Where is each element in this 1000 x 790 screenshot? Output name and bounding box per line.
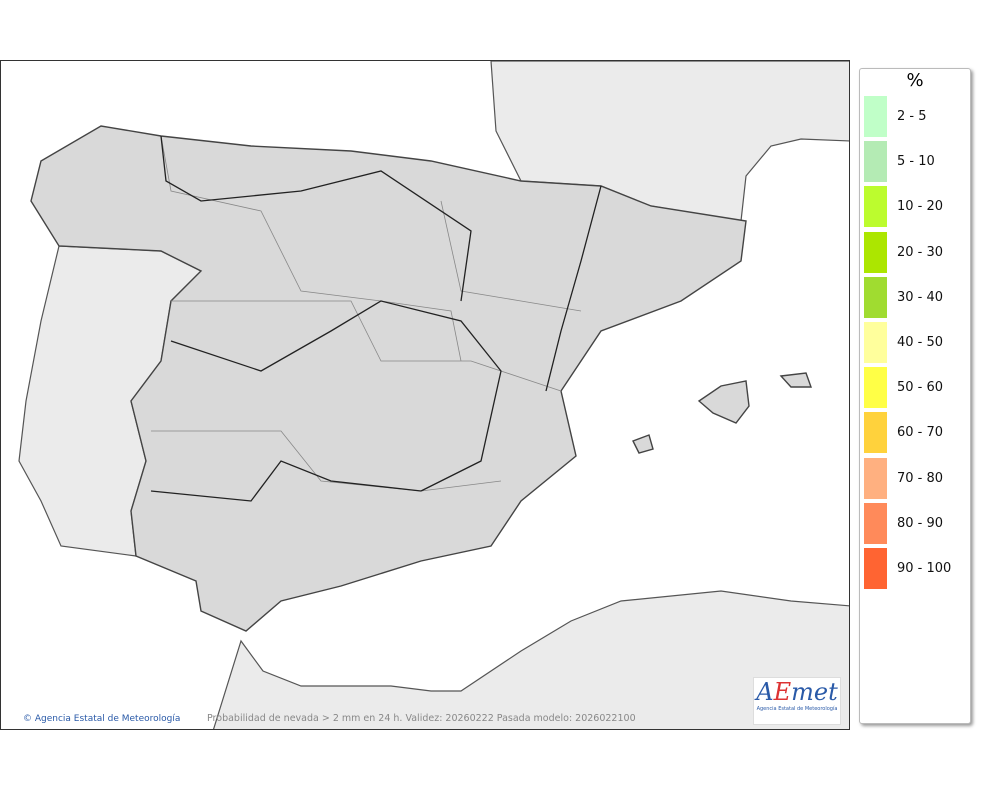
legend-label: 20 - 30 <box>897 244 944 260</box>
legend-item: 70 - 80 <box>860 456 970 501</box>
legend-label: 30 - 40 <box>897 289 944 305</box>
legend-item: 2 - 5 <box>860 94 970 139</box>
copyright-credit: © Agencia Estatal de Meteorología <box>23 714 181 724</box>
aemet-logo: AEmet Agencia Estatal de Meteorología <box>753 677 841 725</box>
legend-swatch <box>864 367 887 409</box>
legend-item: 5 - 10 <box>860 139 970 184</box>
legend-swatch <box>864 186 887 228</box>
legend-swatch <box>864 502 887 544</box>
france-landmass <box>490 61 849 222</box>
legend-item: 80 - 90 <box>860 501 970 546</box>
province-borders <box>151 135 582 492</box>
map-caption: Probabilidad de nevada > 2 mm en 24 h. V… <box>207 713 636 724</box>
map-panel: © Agencia Estatal de Meteorología Probab… <box>0 60 850 730</box>
ibiza-island <box>632 434 654 454</box>
legend-label: 50 - 60 <box>897 380 944 396</box>
legend-swatch <box>864 231 887 273</box>
legend-swatch <box>864 141 887 183</box>
spain-landmass <box>30 125 747 632</box>
legend-panel: % 2 - 5 5 - 10 10 - 20 20 - 30 30 - 40 40 - 5… <box>859 68 971 724</box>
legend-label: 80 - 90 <box>897 515 944 531</box>
legend-label: 5 - 10 <box>897 154 935 170</box>
legend-swatch <box>864 412 887 454</box>
legend-label: 40 - 50 <box>897 335 944 351</box>
legend-swatch <box>864 96 887 138</box>
legend-label: 10 - 20 <box>897 199 944 215</box>
legend-swatch <box>864 547 887 589</box>
legend-item: 60 - 70 <box>860 410 970 455</box>
africa-landmass <box>212 590 849 729</box>
legend-label: 60 - 70 <box>897 425 944 441</box>
legend-item: 10 - 20 <box>860 184 970 229</box>
legend-item: 90 - 100 <box>860 546 970 591</box>
legend-item: 40 - 50 <box>860 320 970 365</box>
legend-label: 90 - 100 <box>897 560 952 576</box>
menorca-island <box>779 372 812 388</box>
legend-item: 20 - 30 <box>860 230 970 275</box>
legend-item: 50 - 60 <box>860 365 970 410</box>
legend-title: % <box>906 70 924 91</box>
credit-text: Agencia Estatal de Meteorología <box>34 714 181 724</box>
legend-item: 30 - 40 <box>860 275 970 320</box>
legend-swatch <box>864 322 887 364</box>
legend-swatch <box>864 457 887 499</box>
mallorca-island <box>697 380 750 424</box>
legend-label: 2 - 5 <box>897 109 927 125</box>
iberia-map <box>18 61 849 729</box>
legend-swatch <box>864 276 887 318</box>
legend-label: 70 - 80 <box>897 470 944 486</box>
region-borders <box>150 135 602 502</box>
